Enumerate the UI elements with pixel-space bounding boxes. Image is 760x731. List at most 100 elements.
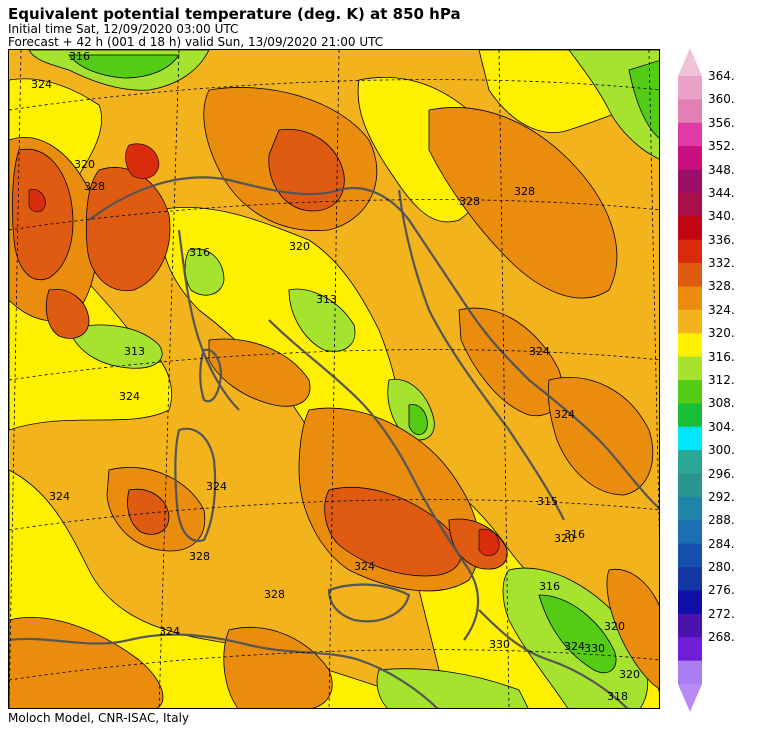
colorbar-segment [678,122,702,147]
contour-label: 324 [529,345,550,358]
field-redorange [45,288,90,339]
graticule [9,50,659,708]
colorbar-label: 316. [708,349,735,364]
colorbar-segment [678,146,702,171]
field-redorange [324,487,462,577]
colorbar-label: 320. [708,326,735,341]
colorbar-label: 340. [708,209,735,224]
contour-label: 328 [189,550,210,563]
colorbar-segment [678,426,702,451]
contour-label: 313 [316,293,337,306]
initial-time: Initial time Sat, 12/09/2020 03:00 UTC [8,22,239,36]
colorbar-label: 280. [708,560,735,575]
contour-label: 318 [607,690,628,703]
colorbar-segment [678,613,702,638]
colorbar-segment [678,356,702,381]
graticule-line [328,50,340,708]
colorbar-labels: 364. 360. 356. 352. 348. 344. 340. 336. 332. 328.… [708,0,758,731]
field-darkorange [547,377,654,496]
temperature-map: 316 324 320 328 316 313 313 324 324 324 … [8,49,660,709]
contour-label: 328 [264,588,285,601]
graticule-line [158,50,180,708]
colorbar-label: 332. [708,256,735,271]
contour-label: 328 [459,195,480,208]
field-darkgreen [68,54,180,79]
colorbar-top-arrow [678,48,702,76]
colorbar-label: 300. [708,443,735,458]
colorbar-label: 356. [708,115,735,130]
contour-label: 315 [537,495,558,508]
coastline-east [478,609,629,708]
contour-label: 324 [206,480,227,493]
field-green [68,324,163,369]
colorbar-svg [678,48,702,712]
contour-label: 328 [514,185,535,198]
field-darkgreen [538,594,617,674]
island-corsica [199,348,223,403]
colorbar-label: 296. [708,466,735,481]
colorbar-label: 276. [708,583,735,598]
contour-label: 324 [159,625,180,638]
contour-labels: 316 324 320 328 316 313 313 324 324 324 … [31,50,640,703]
contour-label: 324 [564,640,585,653]
island-sardinia [174,427,217,543]
colorbar-segment [678,567,702,591]
field-green [376,668,529,708]
graticule-line [9,199,659,231]
colorbar-segment [678,450,702,475]
colorbar-segment [678,333,702,358]
colorbar-label: 308. [708,396,735,411]
contour-label: 316 [539,580,560,593]
field-red [478,528,500,557]
field-redorange [12,148,74,280]
contour-label: 320 [619,668,640,681]
colorbar-label: 292. [708,489,735,504]
contour-label: 324 [49,490,70,503]
graticule-line [9,499,659,531]
colorbar-segment [678,239,702,264]
colorbar-segment [678,496,702,521]
contour-label: 320 [554,532,575,545]
colorbar-segment [678,403,702,428]
contour-label: 316 [189,246,210,259]
colorbar-label: 360. [708,92,735,107]
contour-label: 320 [289,240,310,253]
colorbar-label: 304. [708,419,735,434]
colorbar-label: 344. [708,185,735,200]
coastline [268,319,480,641]
contour-label: 324 [119,390,140,403]
forecast-time: Forecast + 42 h (001 d 18 h) valid Sun, … [8,35,384,49]
colorbar-segment [678,263,702,287]
contour-label: 320 [74,158,95,171]
field-darkorange [428,107,618,299]
colorbar-label: 348. [708,162,735,177]
coastline-africa [9,633,439,708]
field-redorange [85,167,171,292]
graticule-line [9,649,659,681]
colorbar-segment [678,286,702,311]
field-redorange [268,128,345,212]
colorbar-label: 324. [708,302,735,317]
colorbar-bottom-arrow [678,684,702,712]
field-red [125,143,160,179]
colorbar-segment [678,660,702,685]
colorbar-segment [678,169,702,194]
colorbar-segment [678,543,702,568]
contour-label: 330 [584,642,605,655]
colorbar-label: 284. [708,536,735,551]
field-darkorange [223,627,333,708]
field-green [288,288,356,352]
colorbar-segment [678,216,702,241]
graticule-line [9,50,22,708]
field-redorange [127,488,170,535]
colorbar-segment [678,380,702,404]
contour-label: 328 [84,180,105,193]
coastline [177,229,240,411]
contour-label: 324 [554,408,575,421]
field-red [28,189,46,213]
contour-label: 324 [354,560,375,573]
colorbar-label: 336. [708,232,735,247]
map-canvas: 316 324 320 328 316 313 313 324 324 324 … [9,50,659,708]
colorbar-segment [678,590,702,615]
graticule-line [9,79,659,111]
